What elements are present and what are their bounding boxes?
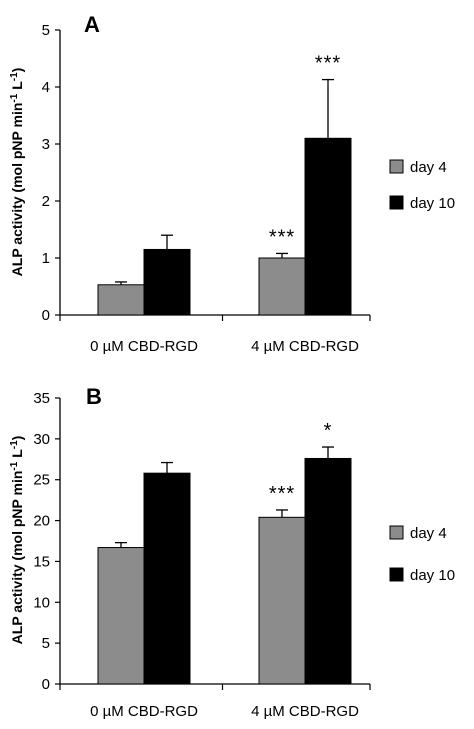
y-tick-label: 0	[42, 676, 50, 693]
y-axis-label-part: ALP activity (mol pNP min	[9, 103, 25, 277]
y-tick-label: 1	[42, 250, 50, 267]
y-tick-label: 25	[33, 472, 50, 489]
bar	[258, 516, 306, 685]
y-tick-label: 3	[42, 136, 50, 153]
significance-label: ***	[269, 483, 295, 505]
bar	[258, 257, 306, 316]
y-axis-label-superscript: -1	[9, 461, 20, 470]
y-axis-label-superscript: -1	[9, 93, 20, 102]
y-tick-label: 30	[33, 431, 50, 448]
legend-label: day 10	[410, 567, 455, 584]
bar	[97, 547, 145, 685]
bar	[143, 472, 191, 685]
legend-swatch	[389, 195, 404, 210]
bar	[304, 137, 352, 316]
y-axis-label: ALP activity (mol pNP min-1 L-1)	[9, 68, 26, 277]
significance-label: ***	[315, 53, 341, 75]
y-axis-label-part: ALP activity (mol pNP min	[9, 471, 25, 645]
x-category-label: 0 µM CBD-RGD	[90, 338, 198, 355]
y-axis-label-superscript: -1	[9, 72, 20, 81]
y-axis-label-superscript: -1	[9, 440, 20, 449]
legend-swatch	[389, 567, 404, 582]
legend-label: day 10	[410, 195, 455, 212]
y-tick-label: 15	[33, 553, 50, 570]
chart-panel-A: 0 1 2 3 4 5 0 µM CBD-RGD 4 µM CBD-RGD *** *** Aday…	[9, 12, 456, 355]
y-tick-label: 35	[33, 390, 50, 407]
y-tick-label: 20	[33, 513, 50, 530]
y-tick-label: 2	[42, 193, 50, 210]
panel-label: B	[86, 384, 102, 409]
legend-label: day 4	[410, 525, 447, 542]
significance-label: ***	[269, 226, 295, 248]
y-axis-label-part: L	[9, 81, 25, 94]
y-axis-label-part: )	[9, 436, 25, 441]
legend-swatch	[389, 525, 404, 540]
significance-label: *	[324, 420, 333, 442]
panel-label: A	[84, 12, 100, 37]
y-axis-label-part: )	[9, 68, 25, 73]
y-axis-label: ALP activity (mol pNP min-1 L-1)	[9, 436, 26, 645]
y-tick-label: 5	[42, 635, 50, 652]
y-tick-label: 5	[42, 22, 50, 39]
legend-label: day 4	[410, 159, 447, 176]
x-category-label: 0 µM CBD-RGD	[90, 703, 198, 720]
x-category-label: 4 µM CBD-RGD	[251, 338, 359, 355]
bar	[97, 284, 145, 316]
y-tick-label: 0	[42, 307, 50, 324]
y-tick-label: 4	[42, 79, 50, 96]
legend-swatch	[389, 159, 404, 174]
bar	[143, 248, 191, 316]
y-tick-label: 10	[33, 594, 50, 611]
y-axis-label-part: L	[9, 449, 25, 462]
x-category-label: 4 µM CBD-RGD	[251, 703, 359, 720]
bar	[304, 457, 352, 685]
